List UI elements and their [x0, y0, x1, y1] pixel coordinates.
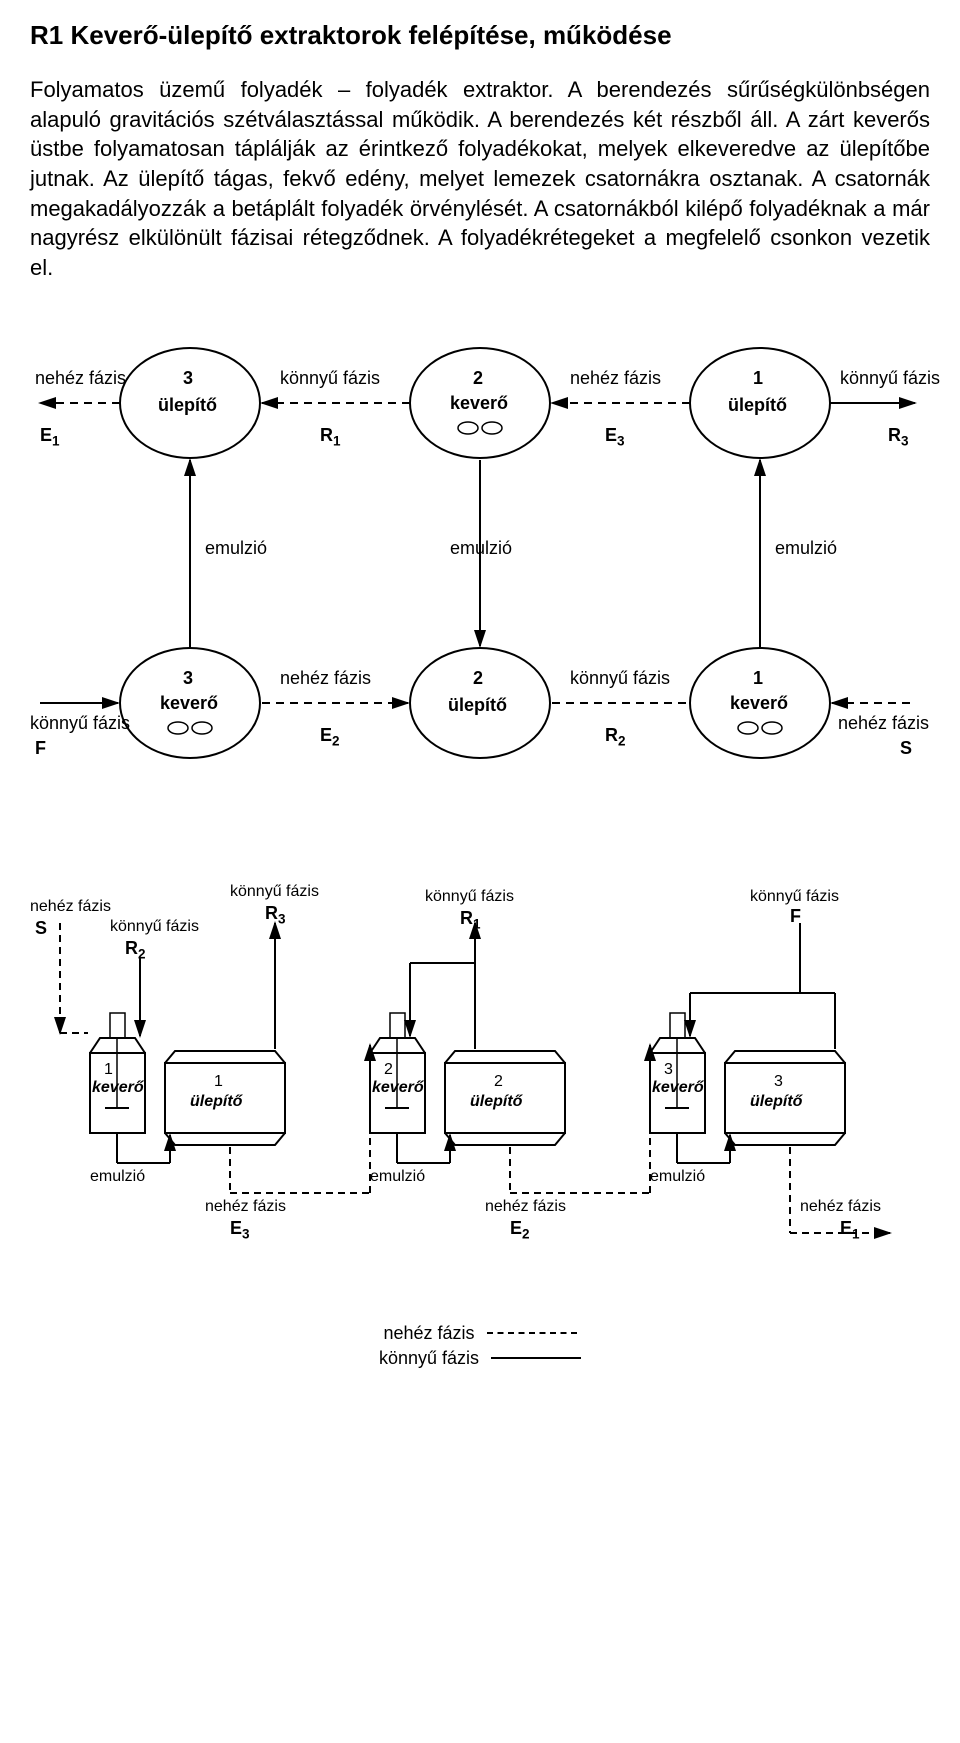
- d2-neh-e2: nehéz fázis: [485, 1198, 566, 1216]
- d1-em-2: emulzió: [450, 538, 512, 559]
- d1-E3: E3: [605, 425, 625, 449]
- d1-S: S: [900, 738, 912, 759]
- d2-S: S: [35, 918, 47, 939]
- d2-em1: emulzió: [90, 1168, 145, 1186]
- d1-lbl-konnyu-1: könnyű fázis: [280, 368, 380, 389]
- d2-E3: E3: [230, 1218, 250, 1242]
- legend-solid-icon: [491, 1357, 581, 1359]
- d2-u3-k-num: 3: [664, 1061, 673, 1079]
- legend-konnyu-label: könnyű fázis: [379, 1348, 479, 1369]
- d2-R3: R3: [265, 903, 286, 927]
- document-heading: R1 Keverő-ülepítő extraktorok felépítése…: [30, 20, 930, 51]
- d1-lbl-konnyu-3: könnyű fázis: [30, 713, 130, 734]
- d2-E1: E1: [840, 1218, 860, 1242]
- d1-lbl-nehez-4: nehéz fázis: [838, 713, 929, 734]
- d1-F: F: [35, 738, 46, 759]
- d1-em-1: emulzió: [205, 538, 267, 559]
- d1-em-3: emulzió: [775, 538, 837, 559]
- d2-neh-e1: nehéz fázis: [800, 1198, 881, 1216]
- d1-R2: R2: [605, 725, 626, 749]
- legend-dash-icon: [487, 1332, 577, 1334]
- d2-u2-u-num: 2: [494, 1073, 503, 1091]
- d1-r1-mid-num: 2: [473, 368, 483, 389]
- d1-R1: R1: [320, 425, 341, 449]
- d1-lbl-nehez-3: nehéz fázis: [280, 668, 371, 689]
- d2-E2: E2: [510, 1218, 530, 1242]
- d1-r1-right-num: 1: [753, 368, 763, 389]
- d1-r1-mid-type: keverő: [450, 393, 508, 414]
- d2-u3-k: keverő: [652, 1079, 704, 1097]
- d2-konnyu-r1: könnyű fázis: [425, 888, 514, 906]
- d2-u1-k: keverő: [92, 1079, 144, 1097]
- document-paragraph: Folyamatos üzemű folyadék – folyadék ext…: [30, 75, 930, 283]
- d2-F: F: [790, 906, 801, 927]
- diagram-mixer-settler: nehéz fázis S könnyű fázis R2 könnyű fáz…: [30, 863, 930, 1303]
- d2-konnyu-r3: könnyű fázis: [230, 883, 319, 901]
- d1-r1-left-type: ülepítő: [158, 395, 217, 416]
- d2-u3-u: ülepítő: [750, 1093, 802, 1111]
- d2-u2-k-num: 2: [384, 1061, 393, 1079]
- d1-r1-right-type: ülepítő: [728, 395, 787, 416]
- d2-em2: emulzió: [370, 1168, 425, 1186]
- d1-r2-left-type: keverő: [160, 693, 218, 714]
- d1-r2-right-num: 1: [753, 668, 763, 689]
- d2-konnyu-r2: könnyű fázis: [110, 918, 199, 936]
- d2-u2-u: ülepítő: [470, 1093, 522, 1111]
- d1-lbl-konnyu-4: könnyű fázis: [570, 668, 670, 689]
- d2-neh-e3: nehéz fázis: [205, 1198, 286, 1216]
- d1-lbl-nehez-2: nehéz fázis: [570, 368, 661, 389]
- d2-u2-k: keverő: [372, 1079, 424, 1097]
- d2-R2: R2: [125, 938, 146, 962]
- d2-u1-k-num: 1: [104, 1061, 113, 1079]
- d1-r2-mid-type: ülepítő: [448, 695, 507, 716]
- d1-E2: E2: [320, 725, 340, 749]
- d1-lbl-nehez-1: nehéz fázis: [35, 368, 126, 389]
- d1-r2-mid-num: 2: [473, 668, 483, 689]
- d2-konnyu-F: könnyű fázis: [750, 888, 839, 906]
- d2-nehez-S: nehéz fázis: [30, 898, 111, 916]
- d2-u3-u-num: 3: [774, 1073, 783, 1091]
- d1-E1: E1: [40, 425, 60, 449]
- d1-R3: R3: [888, 425, 909, 449]
- d1-lbl-konnyu-2: könnyű fázis: [840, 368, 940, 389]
- d1-r2-right-type: keverő: [730, 693, 788, 714]
- legend-nehez-label: nehéz fázis: [383, 1323, 474, 1344]
- d1-r1-left-num: 3: [183, 368, 193, 389]
- d2-u1-u: ülepítő: [190, 1093, 242, 1111]
- diagram-flow-ellipses: 3 ülepítő 2 keverő 1 ülepítő 3 keverő 2 …: [30, 313, 930, 843]
- d2-u1-u-num: 1: [214, 1073, 223, 1091]
- d2-R1: R1: [460, 908, 481, 932]
- d2-em3: emulzió: [650, 1168, 705, 1186]
- d1-r2-left-num: 3: [183, 668, 193, 689]
- legend: nehéz fázis könnyű fázis: [30, 1323, 930, 1369]
